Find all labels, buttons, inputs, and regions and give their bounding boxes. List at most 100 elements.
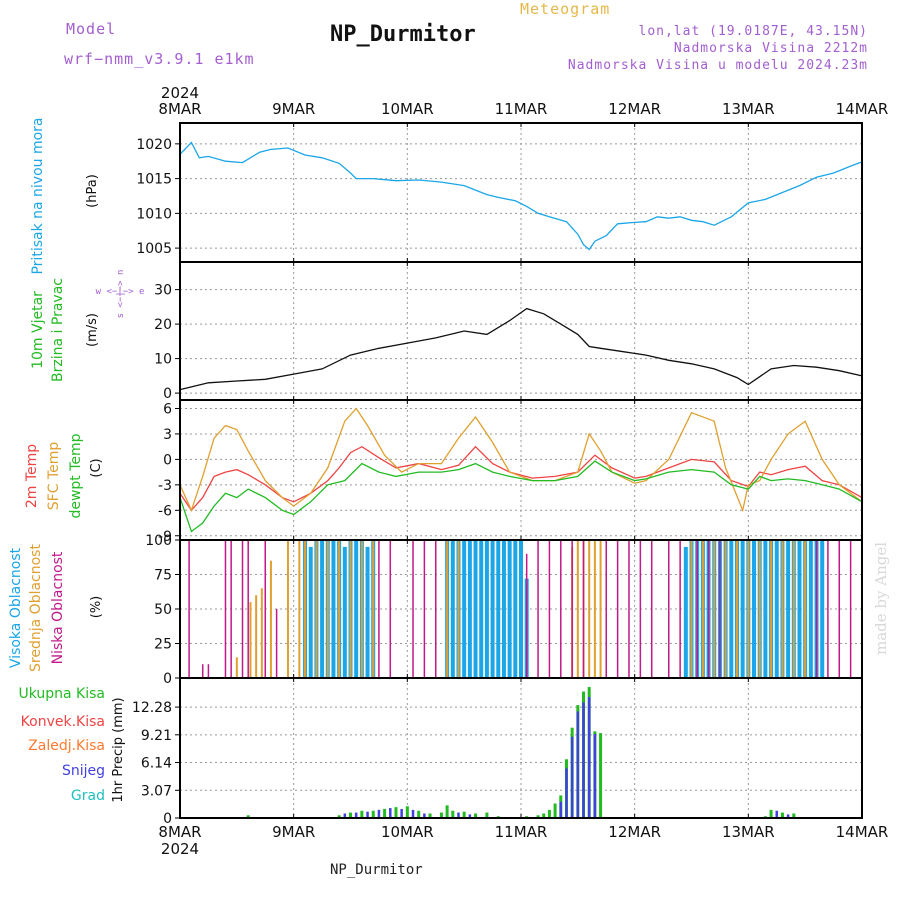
- coords-label: lon,lat (19.0187E, 43.15N): [638, 24, 868, 39]
- cloud-bar-1: [804, 540, 807, 678]
- precip-bar-0: [485, 812, 489, 818]
- cloud-bar-1: [269, 560, 272, 678]
- cloud-bar-1: [701, 540, 704, 678]
- cloud-bar-1: [249, 602, 252, 678]
- top-day-label: 13MAR: [722, 100, 775, 118]
- precip-bar-1: [377, 809, 381, 818]
- precip-bar-0: [445, 805, 449, 818]
- cloud-bar-1: [286, 540, 289, 678]
- temp-series-2: [179, 460, 863, 533]
- wind-compass-sn: s <−|−> n: [116, 270, 126, 319]
- cloud-bar-1: [792, 540, 795, 678]
- cloud-unit: (%): [89, 596, 104, 619]
- cloud-bar-0: [729, 540, 734, 678]
- precip-bar-0: [360, 810, 364, 818]
- dewpt-label: dewpt Temp: [68, 433, 84, 518]
- precip-bar-1: [343, 813, 347, 818]
- top-day-label: 11MAR: [495, 100, 548, 118]
- precip-ytick-label: 6.14: [141, 756, 172, 772]
- precip-bar-0: [599, 733, 603, 818]
- precip-bar-0: [792, 813, 796, 818]
- cloud-bar-0: [496, 540, 501, 678]
- wind-series-0: [179, 307, 863, 391]
- cloud-bar-2: [679, 540, 681, 678]
- bottom-day-label: 8MAR: [158, 823, 201, 841]
- pressure-ytick-label: 1020: [136, 137, 172, 153]
- precip-panel: Ukupna Kisa Konvek.Kisa Zaledj.Kisa Snij…: [18, 677, 863, 827]
- cloud-bar-1: [304, 540, 307, 678]
- wind-compass-we: w <−|−> e: [96, 287, 145, 297]
- cloud-bar-0: [462, 540, 467, 678]
- precip-bar-0: [780, 812, 784, 818]
- cloud-bar-0: [740, 540, 745, 678]
- wind-label-1: 10m Vjetar: [30, 291, 46, 369]
- wind-ytick-label: 0: [163, 386, 172, 402]
- temp-ytick-label: 3: [163, 427, 172, 443]
- pressure-series-0: [179, 141, 863, 251]
- cloud-bar-2: [582, 540, 585, 678]
- temp-unit: (C): [89, 458, 104, 477]
- cloud-bar-2: [378, 540, 380, 678]
- pressure-ytick-label: 1005: [136, 241, 172, 257]
- bottom-day-label: 14MAR: [836, 823, 889, 841]
- cloud-bar-1: [588, 540, 591, 678]
- cloud-ytick-label: 50: [154, 602, 172, 618]
- bottom-day-label: 10MAR: [381, 823, 434, 841]
- legend-frz: Zaledj.Kisa: [28, 738, 105, 754]
- cloud-bar-0: [450, 540, 455, 678]
- legend-conv: Konvek.Kisa: [21, 714, 105, 730]
- pressure-unit: (hPa): [85, 174, 100, 208]
- cloud-bar-1: [781, 540, 784, 678]
- cloud-bar-2: [668, 540, 670, 678]
- cloud-bar-0: [683, 546, 688, 678]
- wind-unit: (m/s): [85, 313, 100, 347]
- precip-bar-1: [354, 812, 358, 818]
- cloud-bar-1: [593, 540, 596, 678]
- cloud-bar-0: [308, 546, 313, 678]
- cloud-bar-2: [264, 540, 266, 678]
- precip-bar-0: [337, 815, 341, 818]
- precip-bar-0: [405, 806, 409, 818]
- model-label: Model: [66, 20, 117, 38]
- cloud-bar-0: [786, 540, 791, 678]
- cloud-bar-2: [275, 609, 278, 678]
- top-day-label: 14MAR: [836, 100, 889, 118]
- cloud-bar-1: [326, 540, 329, 678]
- bottom-day-label: 11MAR: [495, 823, 548, 841]
- precip-bar-1: [593, 734, 597, 818]
- precip-frame: [179, 677, 863, 819]
- cloud-bar-1: [735, 540, 738, 678]
- temp-ytick-label: -6: [158, 503, 172, 519]
- meteogram-label: Meteogram: [520, 0, 611, 18]
- cloud-bar-2: [423, 540, 426, 678]
- cloud-bar-1: [349, 540, 352, 678]
- precip-bar-1: [786, 814, 790, 818]
- pressure-label: Pritisak na nivou mora: [30, 117, 46, 274]
- wind-ytick-label: 20: [154, 317, 172, 333]
- cloud-bar-2: [838, 540, 841, 678]
- cloud-bar-2: [707, 540, 710, 678]
- pressure-panel: Pritisak na nivou mora (hPa) 1005 1010 101…: [30, 117, 863, 275]
- precip-ytick-label: 9.21: [141, 728, 172, 744]
- cloud-bar-0: [467, 540, 472, 678]
- cloud-bar-1: [457, 540, 460, 678]
- cloud-bar-2: [537, 540, 539, 678]
- cloud-bar-2: [849, 540, 852, 678]
- precip-ytick-label: 12.28: [132, 700, 172, 716]
- temp-ytick-label: -3: [158, 478, 172, 494]
- precip-bar-1: [559, 801, 563, 818]
- cloud-bar-0: [513, 540, 518, 678]
- precip-bar-0: [383, 808, 387, 818]
- precip-bar-0: [417, 810, 421, 818]
- bottom-time-axis: 8MAR 9MAR 10MAR 11MAR 12MAR 13MAR 14MAR 2024: [158, 823, 888, 858]
- cloud-bar-0: [342, 546, 347, 678]
- cloud-bar-0: [473, 540, 478, 678]
- cloud-bar-1: [758, 540, 761, 678]
- precip-bar-0: [246, 815, 250, 818]
- precip-bar-0: [451, 810, 455, 818]
- bottom-day-label: 12MAR: [608, 823, 661, 841]
- precip-bar-0: [542, 813, 546, 818]
- cloud-bar-1: [235, 657, 238, 678]
- cloud-bar-1: [255, 595, 258, 678]
